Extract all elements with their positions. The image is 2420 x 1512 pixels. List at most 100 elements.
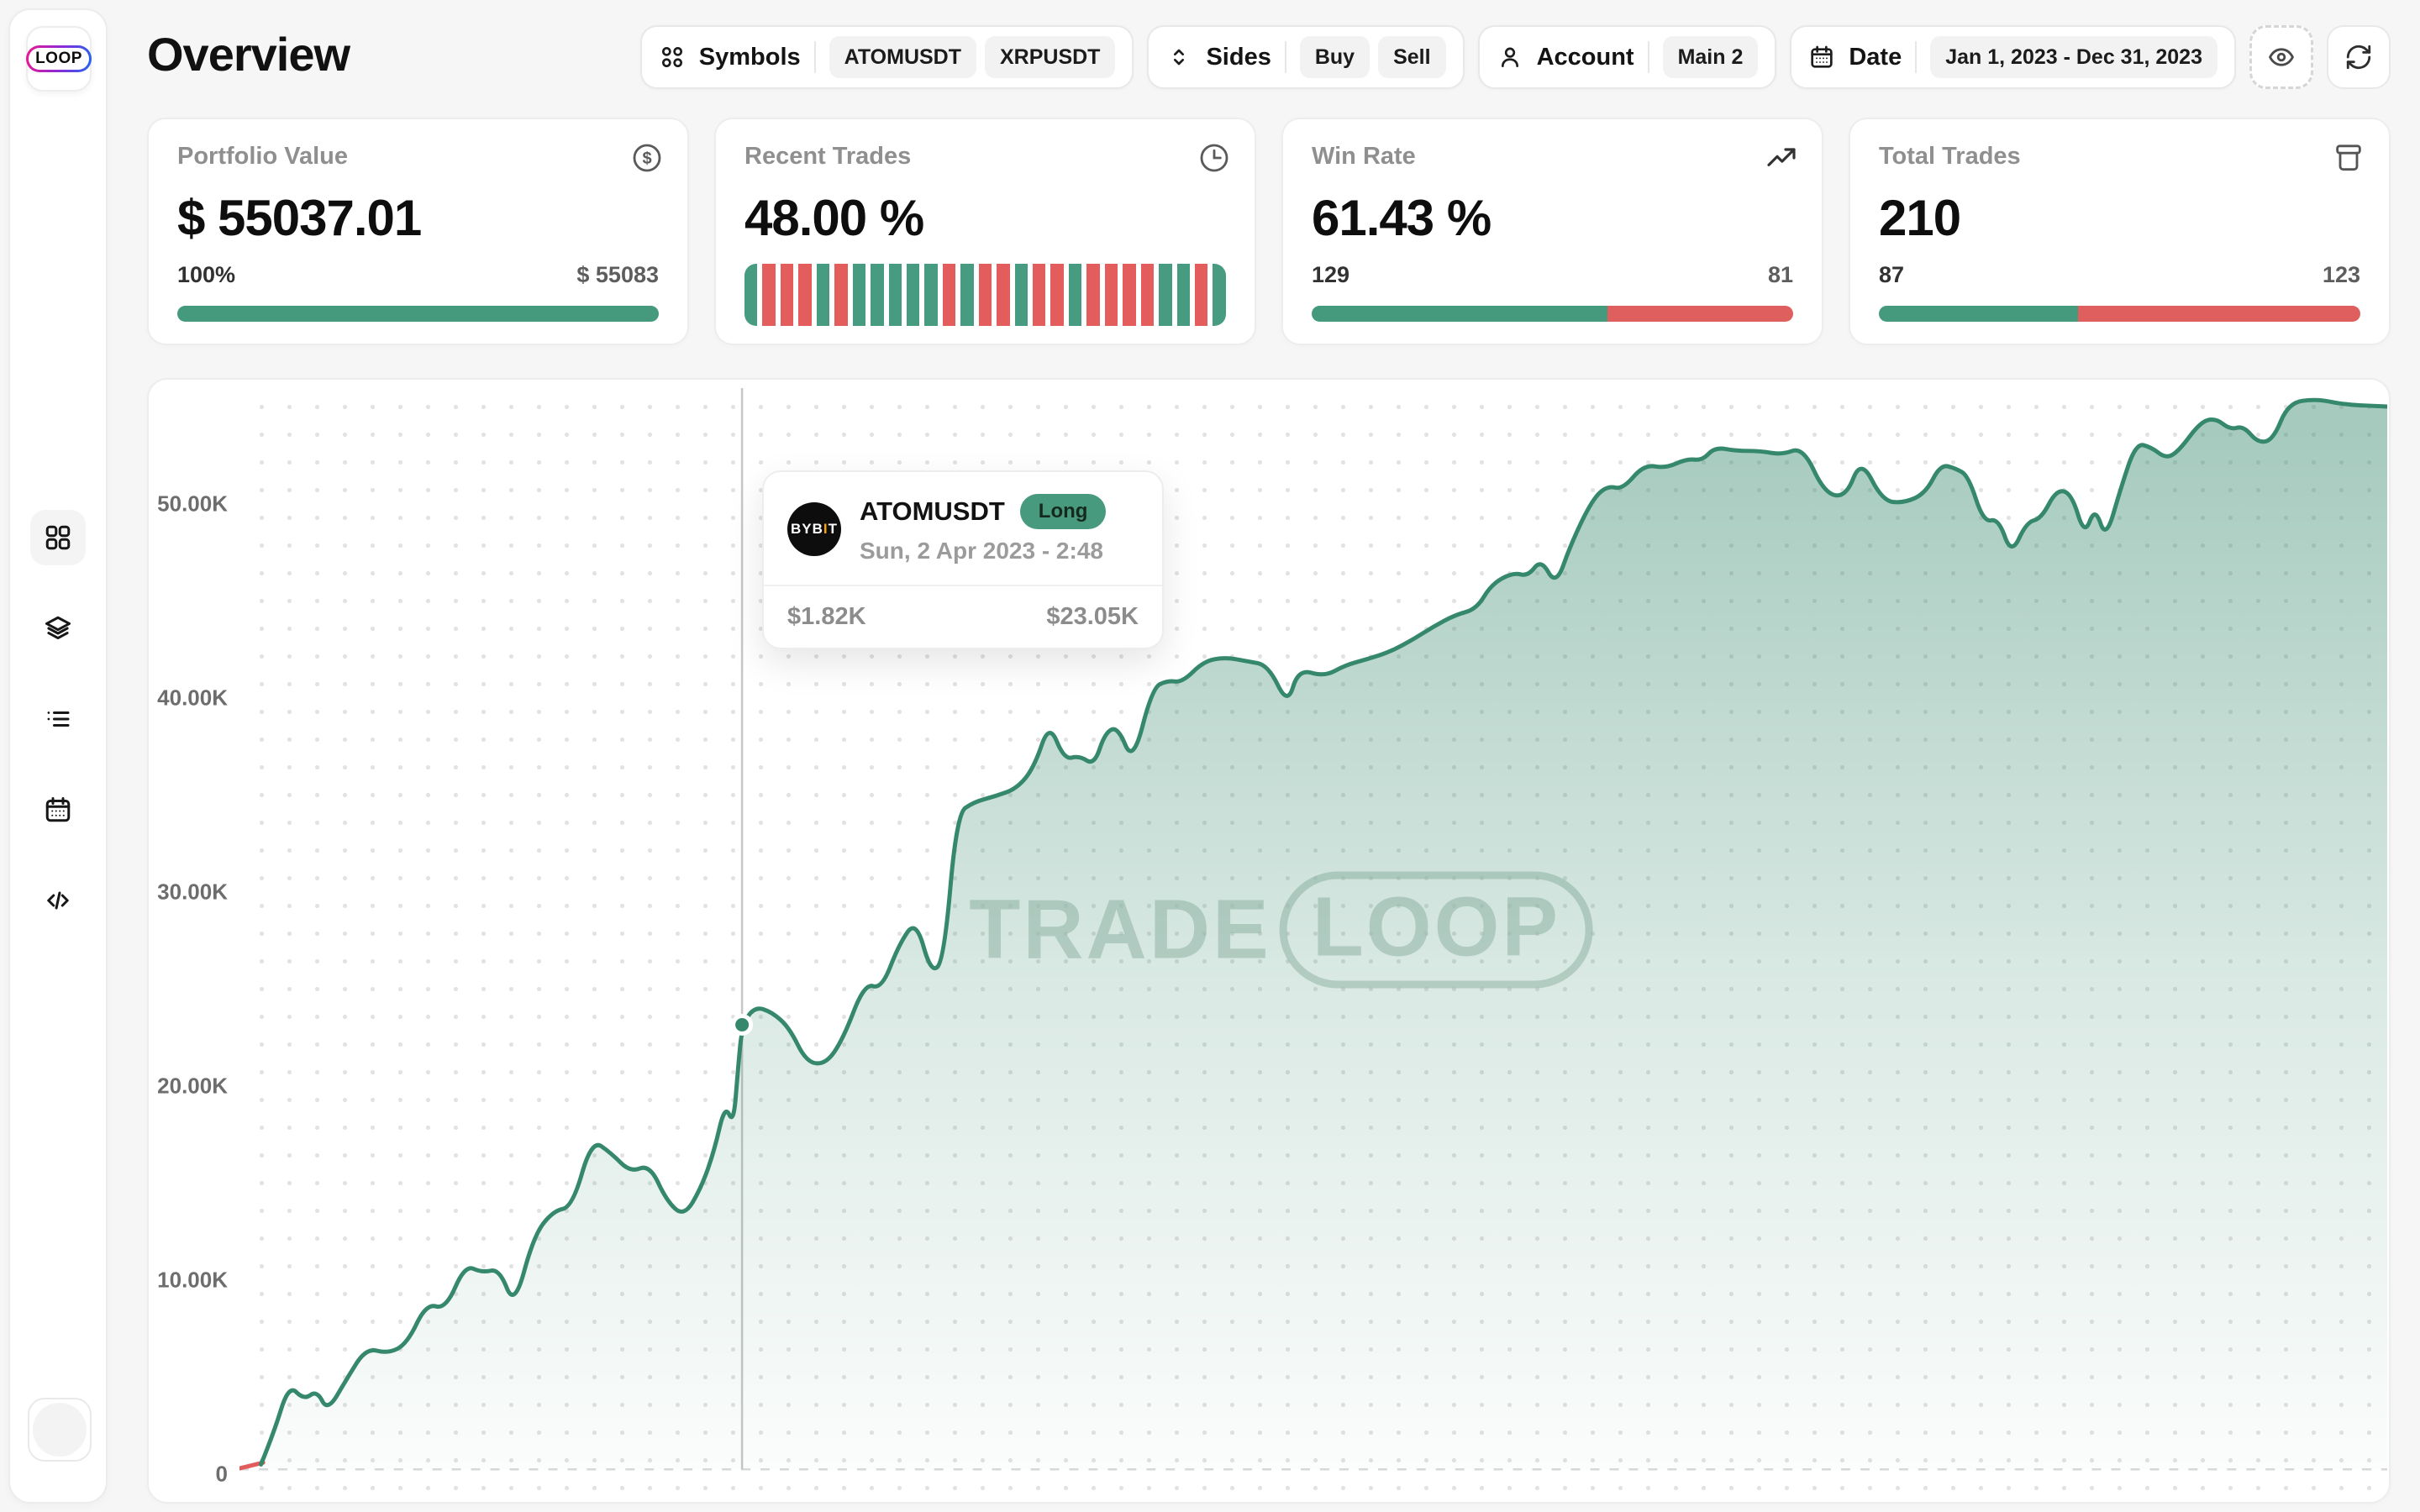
- bybit-logo: BYB I T: [787, 502, 841, 556]
- sidebar-item-api-code[interactable]: [30, 873, 86, 928]
- equity-chart-card: 0 10.00K 20.00K 30.00K 40.00K 50.00K TRADELOO…: [147, 378, 2391, 1504]
- win-bar: [871, 264, 884, 326]
- win-bar: [906, 264, 920, 326]
- loss-bar: [1050, 264, 1064, 326]
- win-bar: [1176, 264, 1190, 326]
- header-controls: Symbols ATOMUSDT XRPUSDT Sides Buy Sell Ac…: [639, 25, 2391, 89]
- loss-bar: [1104, 264, 1118, 326]
- page-title: Overview: [147, 28, 350, 81]
- symbols-chips: ATOMUSDT XRPUSDT: [829, 36, 1116, 78]
- account-label: Account: [1536, 43, 1634, 71]
- refresh-button[interactable]: [2327, 25, 2391, 89]
- win-bar: [744, 264, 758, 326]
- chart-plot-area[interactable]: TRADELOOP: [239, 381, 2387, 1500]
- tooltip-trade-size: $1.82K: [787, 603, 866, 630]
- refresh-icon: [2346, 45, 2371, 70]
- card-footer-right: 81: [1767, 262, 1793, 287]
- eye-icon: [2269, 48, 2294, 66]
- card-footer-left: 129: [1312, 262, 1350, 287]
- win-bar: [924, 264, 938, 326]
- app-logo[interactable]: LOOP: [26, 26, 92, 92]
- divider: [1647, 41, 1649, 73]
- trend-up-icon: [1767, 148, 1796, 166]
- date-label: Date: [1849, 43, 1902, 71]
- visibility-toggle-button[interactable]: [2249, 25, 2313, 89]
- loss-bar: [798, 264, 812, 326]
- filter-chip[interactable]: Sell: [1378, 36, 1446, 78]
- symbols-label: Symbols: [698, 43, 801, 71]
- calendar-icon: [45, 797, 71, 822]
- divider: [1915, 41, 1918, 73]
- loop-logo-text: LOOP: [29, 48, 89, 70]
- card-footer-right: $ 55083: [576, 262, 659, 287]
- win-bar: [1213, 264, 1226, 326]
- sidebar-item-calendar[interactable]: [30, 782, 86, 837]
- card-value: $ 55037.01: [177, 190, 422, 246]
- sidebar-item-trade-list[interactable]: [30, 691, 86, 747]
- filter-chip[interactable]: Main 2: [1662, 36, 1759, 78]
- loss-bar: [1140, 264, 1155, 326]
- win-bar: [888, 264, 902, 326]
- account-filter[interactable]: Account Main 2: [1477, 25, 1777, 89]
- y-axis-tick: 0: [215, 1461, 228, 1487]
- tooltip-portfolio-value: $23.05K: [1046, 603, 1139, 630]
- loss-bar: [1123, 264, 1136, 326]
- y-axis-tick: 50.00K: [157, 491, 228, 517]
- tooltip-datetime: Sun, 2 Apr 2023 - 2:48: [860, 538, 1103, 564]
- divider: [1284, 41, 1286, 73]
- equity-area-fill: [260, 400, 2387, 1470]
- hover-marker-dot: [731, 1014, 754, 1036]
- loss-bar: [762, 264, 776, 326]
- win-bar: [1068, 264, 1082, 326]
- y-axis-tick: 40.00K: [157, 685, 228, 711]
- list-icon: [47, 711, 70, 727]
- sidebar: LOOP: [8, 8, 108, 1504]
- loss-bar: [942, 264, 956, 326]
- total-trades-split-bar: [1879, 306, 2360, 322]
- y-axis-tick: 10.00K: [157, 1267, 228, 1293]
- win-bar: [960, 264, 974, 326]
- portfolio-value-card: Portfolio Value $ $ 55037.01 100% $ 5508…: [147, 118, 689, 345]
- filter-chip[interactable]: ATOMUSDT: [829, 36, 976, 78]
- date-chips: Jan 1, 2023 - Dec 31, 2023: [1930, 36, 2217, 78]
- card-title: Portfolio Value: [177, 143, 349, 170]
- symbols-filter[interactable]: Symbols ATOMUSDT XRPUSDT: [639, 25, 1134, 89]
- total-trades-card: Total Trades 210 87 123: [1849, 118, 2391, 345]
- user-avatar[interactable]: [28, 1398, 92, 1462]
- loop-logo-pill: LOOP: [26, 45, 92, 72]
- card-footer-left: 100%: [177, 262, 236, 287]
- code-icon: [47, 891, 69, 910]
- loss-bar: [997, 264, 1010, 326]
- trade-tooltip: BYB I T ATOMUSDT Long Sun, 2 Apr 2023 - 2:…: [762, 470, 1164, 649]
- filter-chip[interactable]: XRPUSDT: [985, 36, 1116, 78]
- win-bar: [852, 264, 866, 326]
- card-footer-left: 87: [1879, 262, 1905, 287]
- recent-trades-card: Recent Trades 48.00 %: [714, 118, 1256, 345]
- date-filter[interactable]: Date Jan 1, 2023 - Dec 31, 2023: [1790, 25, 2236, 89]
- layers-icon: [45, 616, 71, 640]
- filter-chip[interactable]: Jan 1, 2023 - Dec 31, 2023: [1930, 36, 2217, 78]
- archive-icon: [2336, 144, 2361, 171]
- account-icon: [1501, 47, 1518, 67]
- filter-chip[interactable]: Buy: [1299, 36, 1370, 78]
- y-axis-tick: 30.00K: [157, 879, 228, 905]
- clock-icon: [1200, 144, 1228, 172]
- symbols-icon: [661, 46, 682, 67]
- sidebar-item-layers[interactable]: [30, 601, 86, 656]
- sidebar-item-dashboard[interactable]: [30, 510, 86, 565]
- avatar-placeholder: [33, 1403, 87, 1457]
- sides-filter[interactable]: Sides Buy Sell: [1147, 25, 1465, 89]
- loss-bar: [780, 264, 794, 326]
- sides-chips: Buy Sell: [1299, 36, 1446, 78]
- divider: [813, 41, 816, 73]
- win-rate-split-bar: [1312, 306, 1793, 322]
- loss-bar: [834, 264, 848, 326]
- sidebar-nav: [10, 510, 106, 928]
- portfolio-progress-bar: [177, 306, 659, 322]
- svg-text:$: $: [642, 150, 651, 168]
- sides-label: Sides: [1206, 43, 1271, 71]
- tooltip-symbol: ATOMUSDT: [860, 496, 1005, 526]
- loss-bar: [1194, 264, 1208, 326]
- loss-bar: [1086, 264, 1100, 326]
- win-bar: [1014, 264, 1028, 326]
